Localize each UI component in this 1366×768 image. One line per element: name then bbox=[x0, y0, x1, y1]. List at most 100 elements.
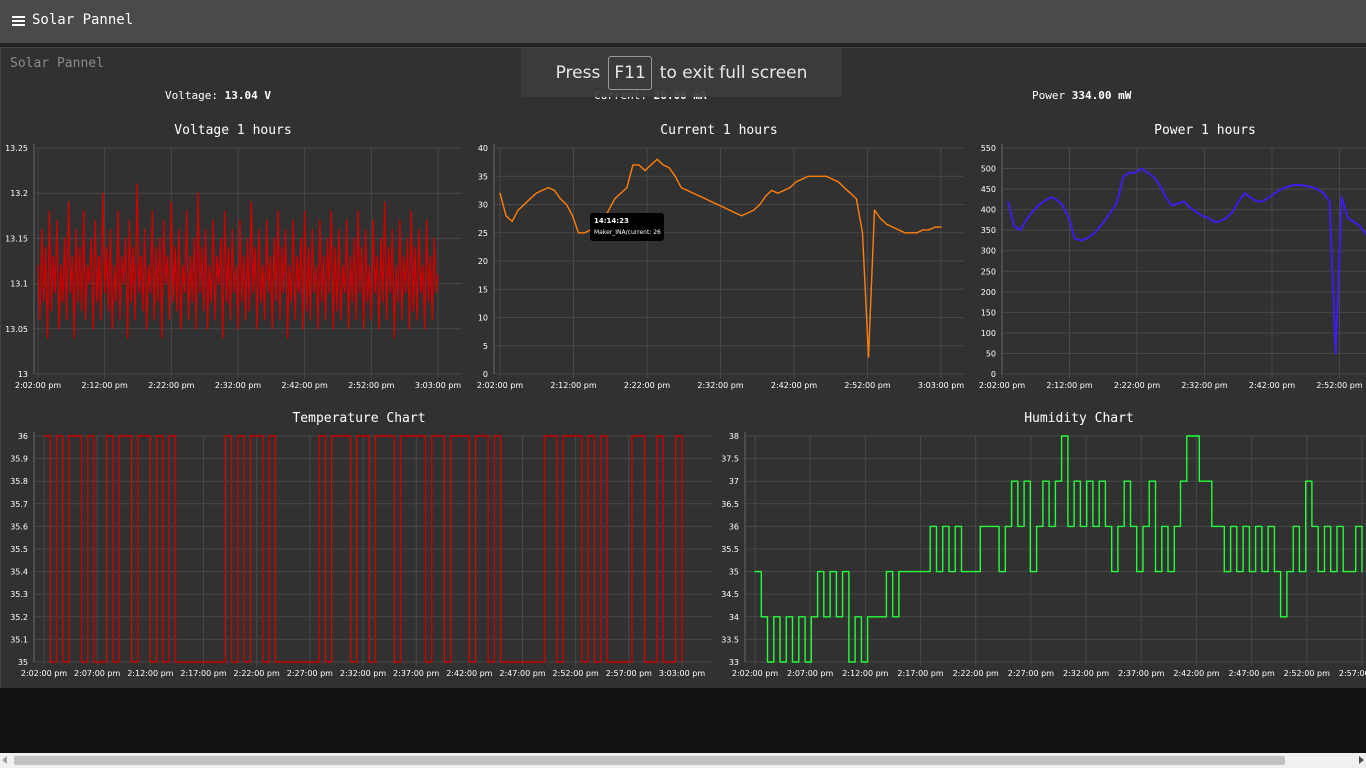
x-tick-label: 2:42:00 pm bbox=[282, 381, 328, 390]
voltage-data-point bbox=[294, 319, 296, 321]
voltage-data-point bbox=[168, 319, 171, 321]
temperature-data-point bbox=[581, 661, 583, 663]
topbar-shadow bbox=[0, 43, 1366, 47]
voltage-data-point bbox=[258, 228, 260, 230]
voltage-data-point bbox=[50, 310, 52, 312]
voltage-data-point bbox=[206, 328, 209, 330]
voltage-data-point bbox=[288, 264, 291, 267]
current-data-point bbox=[704, 198, 706, 200]
current-data-point bbox=[656, 158, 658, 160]
voltage-data-point bbox=[435, 292, 437, 294]
humidity-data-point bbox=[992, 525, 994, 528]
temperature-data-point bbox=[681, 661, 683, 663]
humidity-data-point bbox=[1292, 525, 1294, 528]
temperature-data-point bbox=[593, 661, 596, 663]
voltage-data-point bbox=[69, 292, 71, 294]
x-tick-label: 2:42:00 pm bbox=[1249, 381, 1295, 390]
x-tick-label: 2:27:00 pm bbox=[1008, 669, 1054, 678]
temperature-data-point bbox=[662, 661, 664, 663]
temperature-data-point bbox=[43, 435, 45, 437]
voltage-data-point bbox=[145, 328, 148, 330]
voltage-data-point bbox=[361, 246, 363, 249]
voltage-data-point bbox=[403, 255, 405, 258]
voltage-data-point bbox=[328, 292, 331, 294]
voltage-data-point bbox=[214, 319, 216, 321]
current-data-point bbox=[674, 175, 676, 177]
y-tick-label: 34.5 bbox=[721, 590, 739, 599]
voltage-data-point bbox=[281, 246, 283, 249]
voltage-data-point bbox=[62, 301, 64, 303]
voltage-data-point bbox=[389, 292, 391, 294]
hamburger-menu-icon[interactable] bbox=[12, 16, 25, 27]
panel-title: Solar Pannel bbox=[10, 56, 104, 71]
temperature-data-point bbox=[431, 435, 433, 437]
voltage-data-point bbox=[275, 301, 277, 303]
temperature-data-point bbox=[487, 661, 489, 663]
voltage-data-point bbox=[92, 328, 94, 330]
humidity-data-point bbox=[1048, 525, 1050, 528]
current-data-point bbox=[511, 220, 513, 223]
voltage-data-point bbox=[368, 264, 371, 267]
temperature-data-point bbox=[331, 435, 333, 437]
voltage-data-point bbox=[313, 292, 315, 294]
temperature-data-point bbox=[337, 435, 339, 437]
voltage-data-point bbox=[376, 255, 378, 258]
voltage-data-point bbox=[315, 264, 317, 267]
power-data-point bbox=[1013, 225, 1015, 227]
temperature-data-point bbox=[381, 435, 383, 437]
temperature-data-point bbox=[274, 661, 277, 663]
scroll-left-arrow-icon[interactable] bbox=[2, 756, 7, 764]
y-tick-label: 35.5 bbox=[10, 545, 28, 554]
current-data-point bbox=[517, 209, 519, 211]
voltage-data-point bbox=[222, 337, 224, 339]
voltage-data-point bbox=[351, 301, 353, 303]
voltage-data-point bbox=[283, 292, 285, 294]
temperature-data-point bbox=[249, 435, 252, 437]
humidity-data-point bbox=[923, 571, 925, 573]
voltage-data-point bbox=[166, 255, 169, 258]
voltage-data-point bbox=[138, 292, 140, 294]
temperature-data-point bbox=[675, 435, 677, 437]
x-tick-label: 2:52:00 pm bbox=[1316, 381, 1362, 390]
humidity-data-point bbox=[1123, 480, 1125, 482]
scroll-right-arrow-icon[interactable] bbox=[1359, 756, 1364, 764]
y-tick-label: 400 bbox=[981, 206, 996, 215]
humidity-data-point bbox=[1104, 525, 1107, 528]
temperature-chart-title: Temperature Chart bbox=[292, 411, 426, 426]
voltage-data-point bbox=[326, 237, 329, 239]
current-data-point bbox=[577, 232, 580, 234]
humidity-data-point bbox=[1273, 571, 1275, 573]
y-tick-label: 13.05 bbox=[5, 325, 28, 334]
temperature-data-point bbox=[600, 435, 602, 437]
scrollbar-thumb[interactable] bbox=[14, 756, 1285, 765]
voltage-data-point bbox=[132, 246, 134, 249]
humidity-data-point bbox=[935, 571, 938, 573]
temperature-data-point bbox=[550, 435, 552, 437]
humidity-data-point bbox=[848, 661, 850, 663]
y-tick-label: 36 bbox=[18, 432, 28, 441]
temperature-data-point bbox=[656, 435, 658, 437]
humidity-data-point bbox=[804, 661, 806, 663]
horizontal-scrollbar[interactable] bbox=[0, 753, 1366, 768]
x-tick-label: 2:22:00 pm bbox=[234, 669, 280, 678]
power-data-point bbox=[1353, 221, 1355, 223]
power-data-point bbox=[1195, 211, 1197, 213]
voltage-data-point bbox=[220, 237, 222, 239]
y-tick-label: 35 bbox=[18, 658, 28, 667]
temperature-data-point bbox=[462, 435, 464, 437]
voltage-data-point bbox=[105, 246, 108, 249]
temperature-series-line bbox=[44, 435, 683, 663]
humidity-data-point bbox=[1211, 525, 1213, 528]
voltage-data-point bbox=[37, 264, 39, 267]
voltage-data-point bbox=[117, 210, 119, 212]
humidity-data-point bbox=[1286, 571, 1288, 573]
temperature-data-point bbox=[181, 661, 183, 663]
temperature-data-point bbox=[556, 661, 558, 663]
current-data-point bbox=[523, 203, 525, 206]
temperature-data-point bbox=[312, 661, 314, 663]
